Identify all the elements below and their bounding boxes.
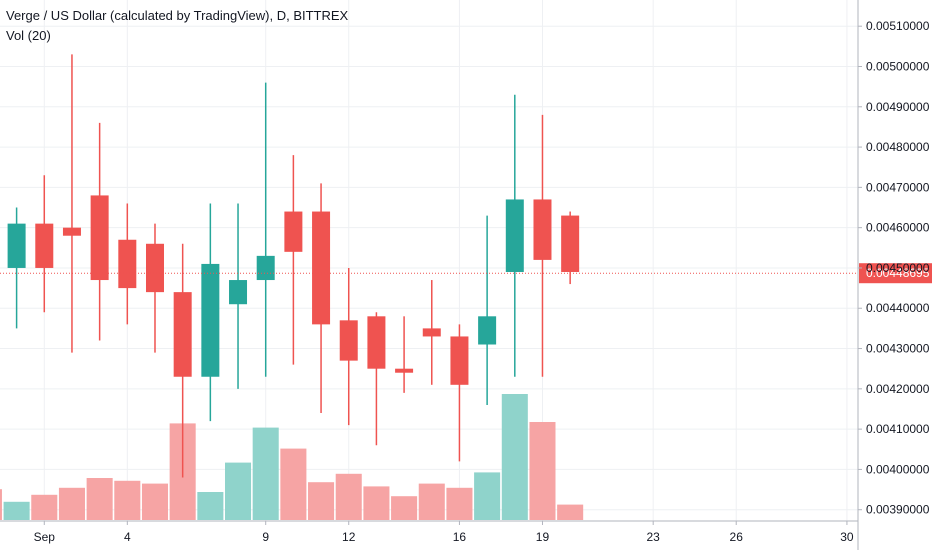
candle-body bbox=[422, 328, 441, 337]
volume-bar bbox=[335, 473, 362, 520]
volume-bar bbox=[86, 478, 113, 520]
volume-bar bbox=[197, 492, 224, 520]
volume-bar bbox=[225, 462, 252, 520]
x-tick-label: 16 bbox=[453, 530, 467, 544]
x-tick-label: 12 bbox=[342, 530, 356, 544]
candle-body bbox=[7, 223, 26, 268]
x-tick-label: Sep bbox=[34, 530, 56, 544]
x-tick-label: 19 bbox=[536, 530, 550, 544]
volume-bar bbox=[308, 482, 335, 520]
y-tick-label: 0.00450000 bbox=[866, 261, 930, 275]
candle-body bbox=[312, 211, 331, 325]
y-tick-label: 0.00440000 bbox=[866, 301, 930, 315]
volume-bar bbox=[474, 472, 501, 520]
candle-body bbox=[62, 227, 81, 236]
candle-body bbox=[395, 368, 414, 373]
y-tick-label: 0.00410000 bbox=[866, 422, 930, 436]
x-tick-label: 23 bbox=[647, 530, 661, 544]
volume-bar bbox=[363, 486, 390, 520]
y-tick-label: 0.00490000 bbox=[866, 100, 930, 114]
candle-body bbox=[201, 263, 220, 377]
x-tick-label: 26 bbox=[730, 530, 744, 544]
y-tick-label: 0.00460000 bbox=[866, 221, 930, 235]
y-tick-label: 0.00510000 bbox=[866, 19, 930, 33]
volume-bar bbox=[0, 489, 2, 520]
candle-body bbox=[229, 280, 248, 305]
candle-body bbox=[118, 239, 137, 289]
last-price-label: 0.00448695 bbox=[866, 266, 930, 280]
candle-body bbox=[284, 211, 303, 252]
candle-body bbox=[35, 223, 54, 268]
volume-bar bbox=[280, 448, 307, 520]
last-price-tag bbox=[859, 263, 932, 284]
volume-bar bbox=[58, 487, 85, 520]
candle-body bbox=[173, 292, 192, 377]
volume-bar bbox=[3, 501, 30, 520]
volume-bar bbox=[446, 487, 473, 520]
candle-body bbox=[450, 336, 469, 385]
volume-series bbox=[0, 394, 584, 520]
candle-body bbox=[339, 320, 358, 361]
volume-bar bbox=[418, 483, 445, 520]
candle-body bbox=[256, 255, 275, 281]
y-tick-label: 0.00500000 bbox=[866, 59, 930, 73]
price-series bbox=[7, 54, 580, 478]
volume-bar bbox=[529, 422, 556, 520]
chart-legend: Verge / US Dollar (calculated by Trading… bbox=[6, 6, 348, 46]
volume-bar bbox=[501, 394, 528, 520]
y-tick-label: 0.00400000 bbox=[866, 462, 930, 476]
volume-bar bbox=[141, 483, 169, 520]
x-tick-label: 9 bbox=[262, 530, 269, 544]
candle-body bbox=[145, 243, 164, 293]
volume-bar bbox=[391, 496, 418, 520]
y-tick-label: 0.00430000 bbox=[866, 342, 930, 356]
y-tick-label: 0.00390000 bbox=[866, 503, 930, 517]
candle-body bbox=[533, 199, 552, 260]
x-tick-label: 30 bbox=[840, 530, 854, 544]
last-price-line: 0.00448695 bbox=[0, 263, 932, 284]
y-tick-label: 0.00480000 bbox=[866, 140, 930, 154]
x-tick-label: 4 bbox=[124, 530, 131, 544]
candle-body bbox=[90, 195, 109, 281]
candle-body bbox=[505, 199, 524, 272]
y-tick-label: 0.00470000 bbox=[866, 180, 930, 194]
candle-body bbox=[367, 316, 386, 369]
volume-bar bbox=[114, 480, 141, 520]
volume-bar bbox=[252, 427, 279, 520]
y-tick-label: 0.00420000 bbox=[866, 382, 930, 396]
candle-body bbox=[561, 215, 580, 272]
volume-bar bbox=[31, 494, 58, 520]
candle-body bbox=[478, 316, 497, 345]
volume-indicator-label[interactable]: Vol (20) bbox=[6, 28, 51, 43]
chart-title: Verge / US Dollar (calculated by Trading… bbox=[6, 8, 349, 23]
volume-bar bbox=[557, 504, 584, 520]
